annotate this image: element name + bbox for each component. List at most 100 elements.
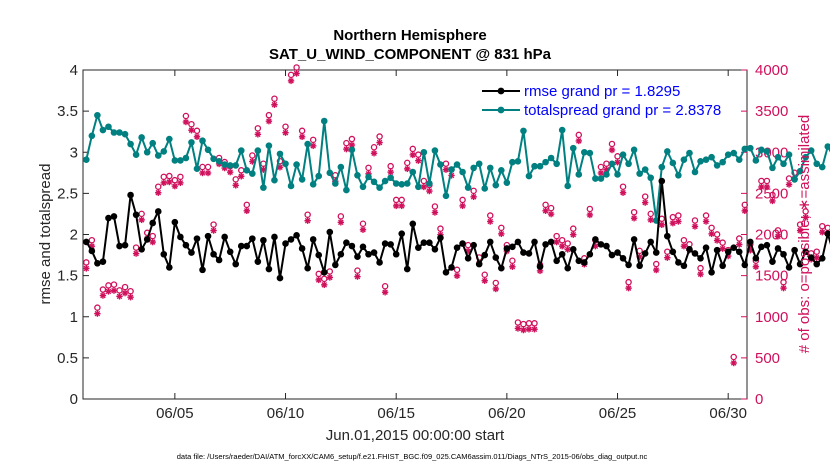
rmse-point xyxy=(293,232,300,239)
obs-possible-point xyxy=(381,283,389,290)
totalspread-point xyxy=(724,151,732,159)
obs-assimilated-point xyxy=(271,101,278,108)
rmse-point xyxy=(669,248,677,256)
obs-possible-point xyxy=(398,196,405,204)
totalspread-point xyxy=(697,157,704,165)
rmse-point xyxy=(326,228,334,236)
rmse-point xyxy=(271,233,278,241)
rmse-point xyxy=(287,236,295,243)
obs-assimilated-point xyxy=(780,284,787,292)
obs-possible-point xyxy=(691,217,699,224)
obs-possible-point xyxy=(404,159,411,167)
totalspread-point xyxy=(132,151,140,159)
obs-possible-point xyxy=(669,213,677,221)
rmse-point xyxy=(177,233,184,241)
totalspread-point xyxy=(641,166,649,173)
obs-assimilated-point xyxy=(802,214,809,221)
totalspread-point xyxy=(193,165,201,172)
totalspread-point xyxy=(730,149,738,157)
obs-possible-point xyxy=(304,211,311,218)
obs-possible-point xyxy=(630,208,638,216)
rmse-point xyxy=(547,238,555,246)
obs-assimilated-point xyxy=(553,238,560,246)
x-tick-label: 06/10 xyxy=(267,405,305,422)
totalspread-point xyxy=(260,184,267,191)
obs-assimilated-point xyxy=(520,326,527,334)
obs-assimilated-point xyxy=(282,129,289,136)
totalspread-point xyxy=(614,171,621,178)
rmse-point xyxy=(392,250,400,258)
totalspread-point xyxy=(265,142,273,149)
totalspread-point xyxy=(752,157,760,164)
obs-possible-point xyxy=(730,353,737,361)
rmse-point xyxy=(315,251,323,259)
rmse-point xyxy=(343,239,350,247)
obs-possible-point xyxy=(542,201,549,209)
rmse-point xyxy=(398,230,406,237)
totalspread-point xyxy=(807,147,815,154)
rmse-point xyxy=(597,241,605,248)
obs-possible-point xyxy=(824,224,830,232)
rmse-point xyxy=(182,241,190,249)
totalspread-point xyxy=(498,167,505,174)
obs-possible-point xyxy=(94,304,101,311)
y-tick-label: 1.5 xyxy=(57,268,78,285)
obs-possible-point xyxy=(271,95,278,102)
obs-assimilated-point xyxy=(741,207,748,215)
obs-assimilated-point xyxy=(321,281,328,289)
obs-possible-point xyxy=(370,143,378,151)
totalspread-point xyxy=(199,137,206,145)
totalspread-point xyxy=(486,164,494,172)
obs-assimilated-point xyxy=(99,292,107,299)
obs-assimilated-point xyxy=(769,197,776,205)
totalspread-point xyxy=(94,111,101,119)
rmse-point xyxy=(215,256,223,264)
rmse-point xyxy=(354,253,361,261)
obs-possible-point xyxy=(337,213,345,220)
totalspread-point xyxy=(182,154,190,162)
obs-possible-point xyxy=(763,177,771,185)
y-tick-label: 2.5 xyxy=(57,185,78,202)
obs-assimilated-point xyxy=(481,277,488,284)
obs-possible-point xyxy=(83,259,90,266)
totalspread-point xyxy=(608,160,616,168)
rmse-point xyxy=(470,241,477,249)
obs-assimilated-point xyxy=(210,227,217,234)
obs-possible-point xyxy=(359,220,367,227)
y2-tick-label: 3500 xyxy=(755,103,788,120)
obs-assimilated-point xyxy=(409,151,416,159)
y2-tick-label: 0 xyxy=(755,391,763,408)
obs-assimilated-point xyxy=(459,202,466,210)
rmse-point xyxy=(503,245,511,252)
obs-assimilated-point xyxy=(680,242,688,250)
obs-assimilated-point xyxy=(376,139,383,146)
totalspread-point xyxy=(276,150,284,158)
rmse-point xyxy=(420,239,428,247)
rmse-point xyxy=(536,263,544,270)
obs-assimilated-point xyxy=(630,215,638,222)
totalspread-point xyxy=(426,180,433,187)
totalspread-point xyxy=(680,156,688,163)
rmse-point xyxy=(166,264,173,271)
obs-assimilated-point xyxy=(293,70,300,77)
rmse-point xyxy=(387,241,394,248)
totalspread-point xyxy=(415,183,422,191)
obs-possible-point xyxy=(553,232,560,240)
rmse-point xyxy=(514,238,522,246)
rmse-point xyxy=(199,266,206,274)
rmse-point xyxy=(713,246,721,254)
obs-possible-point xyxy=(437,225,444,232)
y-tick-label: 4 xyxy=(70,62,78,79)
totalspread-point xyxy=(464,184,472,191)
obs-possible-point xyxy=(409,145,417,153)
totalspread-point xyxy=(813,160,821,168)
rmse-point xyxy=(791,246,798,254)
rmse-point xyxy=(763,241,771,249)
y2-tick-label: 1500 xyxy=(755,268,788,285)
obs-possible-point xyxy=(481,271,488,278)
totalspread-point xyxy=(337,163,345,171)
obs-possible-point xyxy=(365,164,372,172)
totalspread-point xyxy=(188,139,195,146)
y-tick-label: 3 xyxy=(70,144,78,161)
obs-assimilated-point xyxy=(669,219,677,227)
